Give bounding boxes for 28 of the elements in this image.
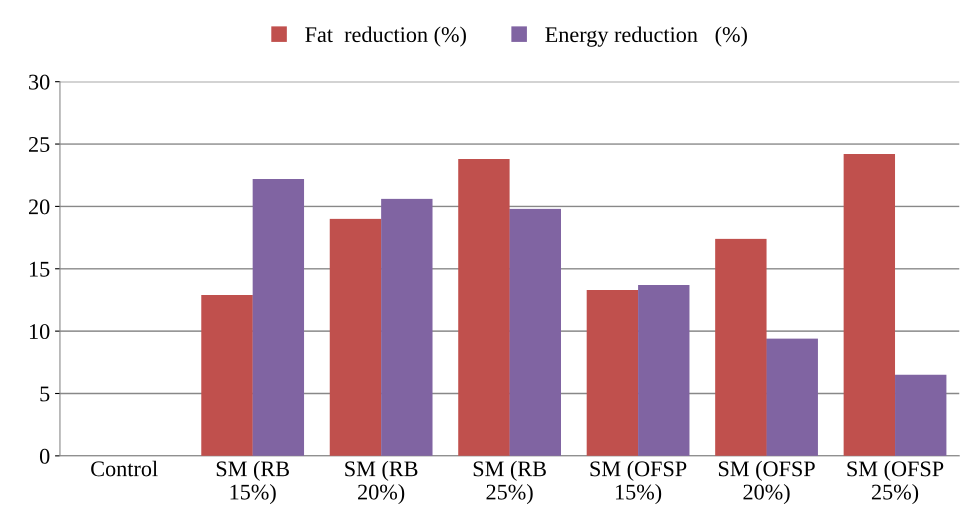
bar	[458, 159, 510, 456]
legend-label: Energy reduction (%)	[545, 26, 747, 47]
bar	[330, 218, 382, 456]
y-tick-label: 0	[40, 448, 50, 464]
y-tick-label: 5	[40, 386, 50, 402]
bar	[895, 374, 946, 456]
y-tick-label: 10	[30, 324, 50, 340]
y-tick-label: 20	[28, 199, 50, 214]
bar	[715, 238, 767, 456]
bar	[638, 284, 690, 456]
bar	[586, 290, 638, 456]
x-tick-label: SM (OFSP 15%)	[590, 460, 686, 504]
legend-label: Fat reduction (%)	[305, 26, 466, 47]
x-tick-label: SM (OFSP 20%)	[718, 460, 815, 504]
x-tick-label: SM (RB 25%)	[474, 460, 546, 504]
bar	[510, 208, 561, 456]
x-tick-label: SM (OFSP 25%)	[847, 460, 944, 504]
x-tick-label: SM (RB 15%)	[216, 460, 289, 504]
bar	[252, 178, 304, 456]
y-tick-label: 15	[30, 262, 50, 277]
y-tick-label: 25	[28, 137, 50, 152]
bar	[381, 198, 433, 456]
bar	[844, 154, 896, 456]
y-tick-label: 30	[29, 74, 50, 90]
x-tick-label: SM (RB 20%)	[345, 460, 418, 504]
x-tick-label: Control	[91, 460, 158, 476]
bar	[201, 294, 253, 456]
bar	[766, 338, 818, 456]
